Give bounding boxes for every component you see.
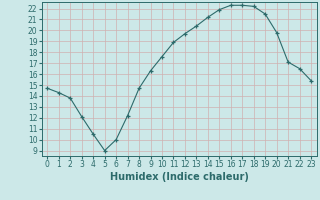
X-axis label: Humidex (Indice chaleur): Humidex (Indice chaleur)	[110, 172, 249, 182]
